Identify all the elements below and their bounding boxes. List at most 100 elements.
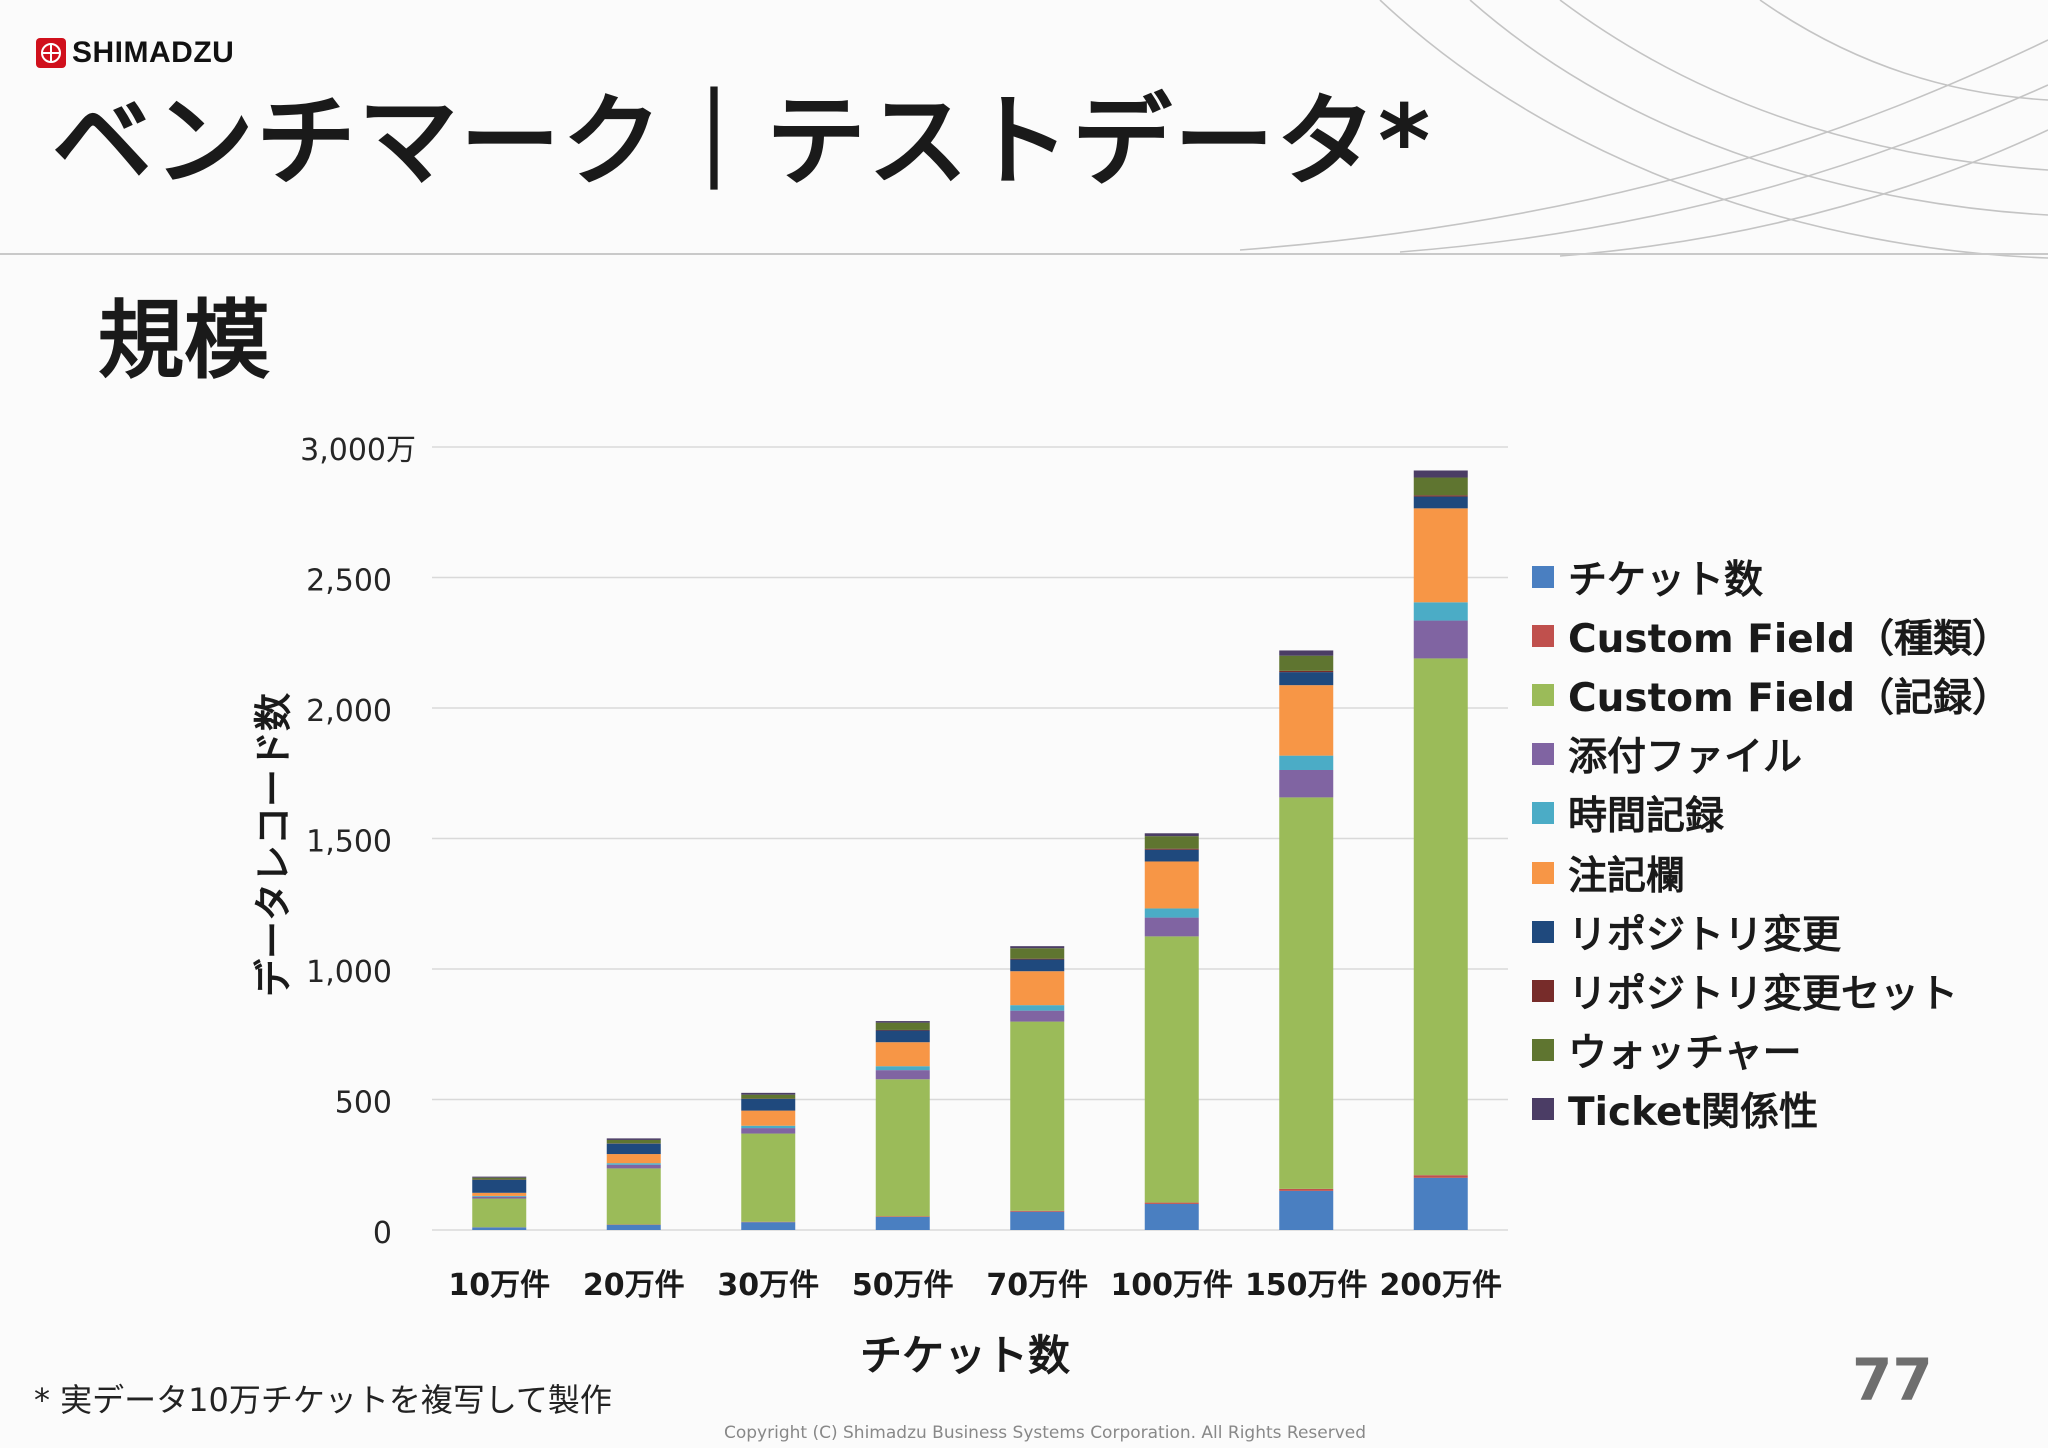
legend-swatch — [1532, 861, 1554, 884]
bar-segment — [875, 1022, 930, 1030]
bar-segment — [1144, 1202, 1199, 1204]
bar-segment — [1010, 1021, 1065, 1211]
bar-segment — [606, 1163, 661, 1165]
bar-segment — [1144, 917, 1199, 937]
bar-segment — [1279, 670, 1334, 673]
bar-segment — [1010, 1010, 1065, 1022]
legend-item: 注記欄 — [1532, 843, 2011, 902]
bar-segment — [1144, 861, 1199, 909]
x-tick-label: 200万件 — [1379, 1268, 1502, 1303]
bar-segment — [875, 1216, 930, 1217]
bar-segment — [1010, 1005, 1065, 1011]
legend-item: Custom Field（記録） — [1532, 665, 2011, 724]
section-title: 規模 — [98, 291, 270, 391]
title-divider — [0, 253, 2048, 255]
shimadzu-logo-icon — [36, 38, 66, 68]
x-tick-label: 10万件 — [448, 1268, 550, 1303]
legend-label: 注記欄 — [1568, 853, 1686, 899]
legend-swatch — [1532, 802, 1554, 825]
bar-segment — [1010, 971, 1065, 1006]
bar-segment — [1279, 672, 1334, 686]
bar-segment — [875, 1029, 930, 1031]
bar-segment — [1413, 602, 1468, 621]
legend-label: 添付ファイル — [1568, 735, 1803, 781]
bar-segment — [1144, 908, 1199, 918]
bar-segment — [1279, 1190, 1334, 1230]
y-tick-label: 1,000 — [306, 955, 392, 990]
bar-segment — [741, 1098, 796, 1111]
bar-segment — [741, 1222, 796, 1230]
bar-segment — [1144, 836, 1199, 849]
y-tick-label: 3,000万 — [300, 433, 416, 468]
bar-segment — [1144, 848, 1199, 850]
bar-segment — [875, 1021, 930, 1023]
bar-segment — [875, 1216, 930, 1230]
bar-segment — [1413, 1175, 1468, 1178]
legend-item: 時間記録 — [1532, 784, 2011, 843]
x-tick-label: 20万件 — [583, 1268, 685, 1303]
bar-segment — [606, 1154, 661, 1164]
bar-segment — [1010, 946, 1065, 949]
legend-item: リポジトリ変更 — [1532, 902, 2011, 961]
legend-swatch — [1532, 565, 1554, 588]
legend-label: Custom Field（種類） — [1568, 616, 2011, 662]
legend-item: チケット数 — [1532, 547, 2011, 606]
legend-swatch — [1532, 979, 1554, 1002]
bar-segment — [1279, 1188, 1334, 1191]
bar-segment — [741, 1125, 796, 1129]
legend-label: ウォッチャー — [1568, 1031, 1802, 1077]
legend-label: チケット数 — [1568, 557, 1764, 603]
bar-segment — [1279, 650, 1334, 656]
bar-segment — [606, 1168, 661, 1225]
bar-segment — [1279, 655, 1334, 671]
x-axis-title: チケット数 — [860, 1331, 1071, 1380]
bar-segment — [472, 1195, 527, 1197]
bar-segment — [1010, 948, 1065, 959]
legend-swatch — [1532, 920, 1554, 943]
bar-segment — [1413, 658, 1468, 1176]
bar-segment — [1413, 496, 1468, 509]
legend-label: Custom Field（記録） — [1568, 675, 2011, 721]
legend-label: リポジトリ変更セット — [1568, 971, 1959, 1017]
bar-segment — [606, 1143, 661, 1155]
legend-label: 時間記録 — [1568, 794, 1725, 840]
bar-segment — [875, 1079, 930, 1217]
bar-segment — [741, 1133, 796, 1222]
bar-segment — [1144, 849, 1199, 862]
legend-swatch — [1532, 1098, 1554, 1121]
footnote: * 実データ10万チケットを複写して製作 — [34, 1381, 612, 1419]
bar-segment — [1413, 1177, 1468, 1230]
y-tick-label: 2,000 — [306, 694, 392, 729]
bar-segment — [1010, 1211, 1065, 1230]
bar-segment — [1144, 833, 1199, 837]
bar-segment — [472, 1177, 527, 1180]
bar-segment — [741, 1110, 796, 1126]
bar-segment — [606, 1224, 661, 1230]
bar-segment — [1279, 755, 1334, 770]
legend-swatch — [1532, 624, 1554, 647]
page-number: 77 — [1852, 1346, 1933, 1414]
legend-label: Ticket関係性 — [1568, 1090, 1819, 1136]
y-tick-label: 500 — [335, 1086, 392, 1121]
bar-segment — [875, 1070, 930, 1080]
y-tick-label: 1,500 — [306, 825, 392, 860]
bar-segment — [472, 1227, 527, 1230]
logo-text: SHIMADZU — [72, 36, 235, 69]
bar-segment — [606, 1164, 661, 1169]
y-axis-title: データレコード数 — [251, 692, 296, 998]
bar-segment — [741, 1094, 796, 1099]
legend-swatch — [1532, 683, 1554, 706]
bar-segment — [741, 1092, 796, 1095]
bar-segment — [472, 1179, 527, 1193]
bar-segment — [1010, 959, 1065, 972]
bar-segment — [1413, 470, 1468, 478]
page-title: ベンチマーク｜テストデータ* — [52, 83, 1433, 200]
bar-segment — [472, 1198, 527, 1228]
legend-item: リポジトリ変更セット — [1532, 961, 2011, 1020]
bar-segment — [1413, 495, 1468, 497]
bar-segment — [606, 1139, 661, 1144]
legend-item: Custom Field（種類） — [1532, 606, 2011, 665]
bar-segment — [1010, 1210, 1065, 1212]
legend-label: リポジトリ変更 — [1568, 912, 1842, 958]
